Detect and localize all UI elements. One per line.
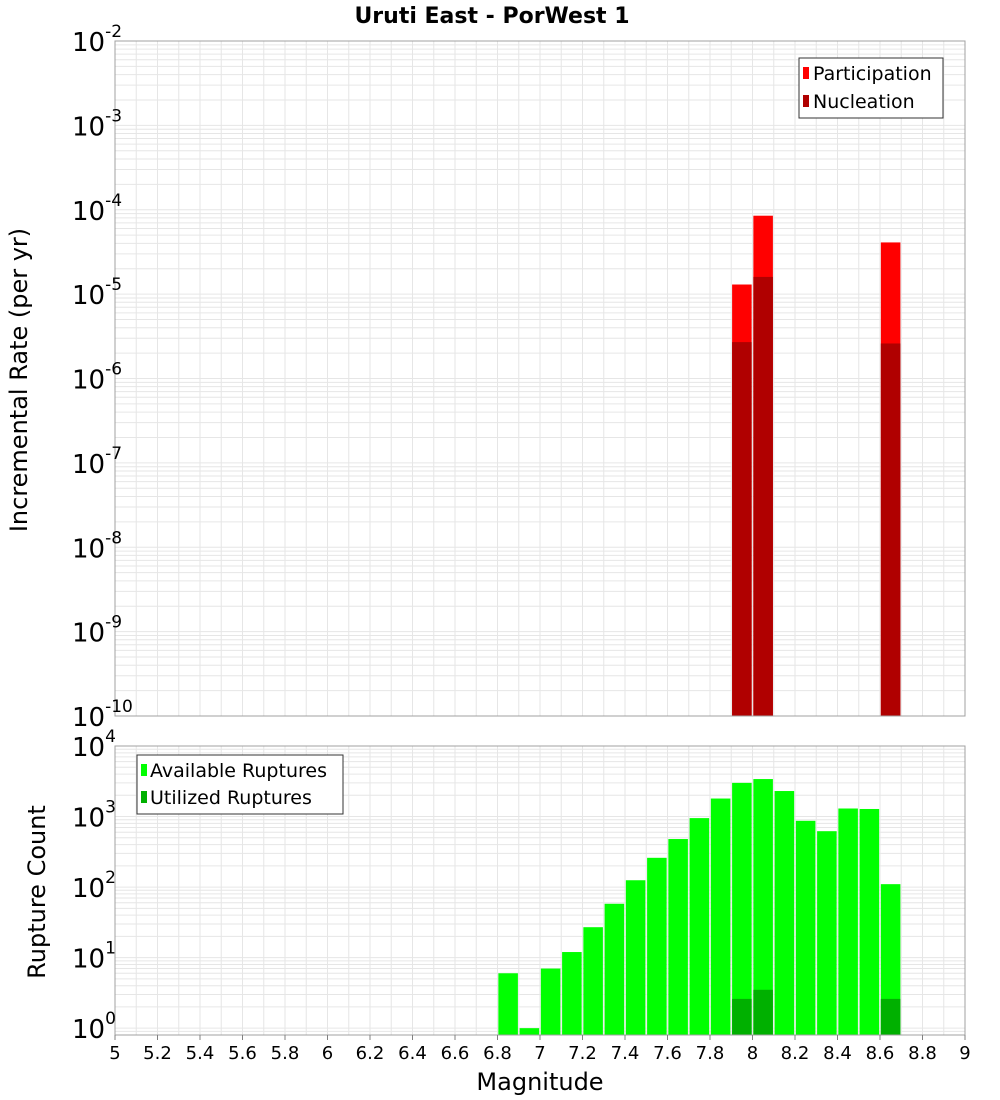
bottom-bars <box>498 779 901 1035</box>
top-y-axis-label: Incremental Rate (per yr) <box>5 228 33 532</box>
bottom-y-tick-labels: 100 101 102 103 104 <box>72 727 116 1045</box>
x-tick-label: 8.6 <box>866 1043 895 1064</box>
top-legend: Participation Nucleation <box>798 57 944 119</box>
top-y-tick-label: 10-5 <box>72 275 122 311</box>
bar-available-ruptures <box>647 857 667 1035</box>
bar-utilized-ruptures <box>880 998 901 1035</box>
bar-available-ruptures <box>625 880 646 1035</box>
bar-utilized-ruptures <box>753 989 773 1035</box>
top-legend-box <box>798 57 944 119</box>
x-tick-label: 8.8 <box>908 1043 937 1064</box>
x-tick-label: 7.8 <box>696 1043 725 1064</box>
bottom-legend: Available Ruptures Utilized Ruptures <box>136 754 344 815</box>
x-axis-label: Magnitude <box>476 1068 603 1096</box>
bar-available-ruptures <box>519 1028 540 1035</box>
x-tick-label: 6.2 <box>356 1043 385 1064</box>
x-tick-labels: 5 5.2 5.4 5.6 5.8 6 6.2 6.4 6.6 6.8 7 7.2 7.4 7.6 7.8 8… <box>109 1035 971 1064</box>
top-y-tick-label: 10-6 <box>72 360 122 396</box>
x-tick-label: 6 <box>322 1043 333 1064</box>
x-tick-label: 7.2 <box>568 1043 597 1064</box>
top-y-tick-labels: 10-10 10-9 10-8 10-7 10-6 10-5 10-4 10-3 10-2 <box>72 22 133 733</box>
bottom-y-axis-label: Rupture Count <box>23 805 51 979</box>
legend-label-available: Available Ruptures <box>150 760 327 782</box>
bar-available-ruptures <box>604 903 625 1035</box>
legend-swatch-utilized <box>141 791 147 803</box>
bar-available-ruptures <box>753 779 773 1035</box>
top-y-tick-label: 10-2 <box>72 22 122 58</box>
bar-nucleation <box>753 276 773 716</box>
legend-label-nucleation: Nucleation <box>813 91 915 113</box>
bottom-y-tick-label: 100 <box>72 1009 116 1045</box>
bar-available-ruptures <box>710 798 731 1035</box>
x-tick-label: 7.6 <box>653 1043 682 1064</box>
bar-nucleation <box>732 342 752 716</box>
bar-available-ruptures <box>562 952 582 1035</box>
x-tick-label: 7 <box>534 1043 545 1064</box>
bar-available-ruptures <box>668 839 688 1035</box>
top-y-tick-label: 10-4 <box>72 191 122 227</box>
bar-available-ruptures <box>689 818 710 1035</box>
x-tick-label: 8.4 <box>823 1043 852 1064</box>
bar-available-ruptures <box>732 782 752 1035</box>
bottom-y-tick-label: 104 <box>72 727 116 763</box>
legend-swatch-participation <box>803 67 809 79</box>
top-y-tick-label: 10-8 <box>72 528 122 564</box>
bar-nucleation <box>880 343 901 716</box>
bar-available-ruptures <box>859 808 880 1035</box>
legend-label-participation: Participation <box>813 63 932 85</box>
top-bars <box>732 215 901 717</box>
x-tick-label: 6.8 <box>483 1043 512 1064</box>
top-y-tick-label: 10-3 <box>72 106 122 142</box>
bar-available-ruptures <box>774 791 795 1035</box>
bottom-panel: 100 101 102 103 104 5 5.2 5.4 5.6 5.8 6 6.2 6.4 6.6 6… <box>23 727 971 1096</box>
bottom-legend-box <box>136 754 344 815</box>
x-tick-label: 5.4 <box>186 1043 215 1064</box>
top-y-tick-label: 10-10 <box>72 697 133 733</box>
top-panel: 10-10 10-9 10-8 10-7 10-6 10-5 10-4 10-3 10-2 In… <box>5 22 966 733</box>
legend-label-utilized: Utilized Ruptures <box>150 787 312 809</box>
top-y-tick-label: 10-7 <box>72 444 122 480</box>
x-tick-label: 6.4 <box>398 1043 427 1064</box>
top-y-tick-label: 10-9 <box>72 613 122 649</box>
chart-title: Uruti East - PorWest 1 <box>354 4 629 29</box>
x-tick-label: 7.4 <box>611 1043 640 1064</box>
x-tick-label: 8 <box>747 1043 758 1064</box>
legend-swatch-nucleation <box>803 95 809 107</box>
x-tick-label: 5 <box>109 1043 120 1064</box>
legend-swatch-available <box>141 764 147 776</box>
bar-available-ruptures <box>817 831 837 1035</box>
bar-available-ruptures <box>583 927 603 1035</box>
top-grid <box>114 41 966 717</box>
x-tick-label: 5.8 <box>271 1043 300 1064</box>
x-tick-label: 6.6 <box>441 1043 470 1064</box>
top-plot-border <box>114 40 966 717</box>
x-tick-label: 5.6 <box>228 1043 257 1064</box>
bar-available-ruptures <box>540 968 561 1035</box>
x-tick-label: 8.2 <box>781 1043 810 1064</box>
bottom-y-tick-label: 102 <box>72 868 116 904</box>
bottom-y-tick-label: 101 <box>72 939 116 975</box>
bar-utilized-ruptures <box>732 998 752 1035</box>
bottom-y-tick-label: 103 <box>72 798 116 834</box>
bar-available-ruptures <box>795 820 816 1035</box>
bar-available-ruptures <box>880 884 901 1035</box>
x-tick-label: 5.2 <box>143 1043 172 1064</box>
bar-available-ruptures <box>838 808 858 1035</box>
bar-available-ruptures <box>498 973 518 1035</box>
x-tick-label: 9 <box>959 1043 970 1064</box>
